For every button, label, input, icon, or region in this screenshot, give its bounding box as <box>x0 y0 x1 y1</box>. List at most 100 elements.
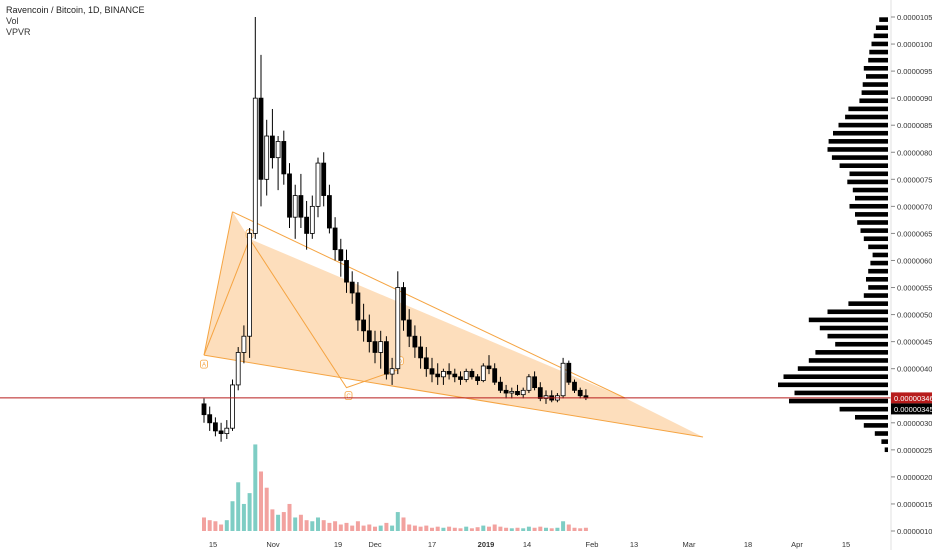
vpvr-bar <box>808 317 888 323</box>
volume-bar <box>390 525 395 531</box>
candle-body <box>281 141 287 175</box>
candle-body <box>201 403 207 416</box>
candle-body <box>349 281 355 294</box>
volume-bar <box>264 487 269 531</box>
volume-bar <box>566 524 571 531</box>
volume-bar <box>213 521 218 531</box>
pattern-point-label: A <box>202 363 206 369</box>
volume-bar <box>498 526 503 531</box>
vpvr-bar <box>884 447 888 453</box>
candle-body <box>235 352 241 386</box>
vpvr-bar <box>852 187 888 193</box>
volume-bar <box>241 503 246 531</box>
last-price-label: 0.00000346 <box>894 394 932 403</box>
candle-body <box>543 395 549 399</box>
last-price-badge <box>891 392 932 404</box>
time-tick-label: 13 <box>630 540 638 549</box>
volume-bar <box>561 521 566 531</box>
volume-bar <box>509 528 514 531</box>
harmonic-pattern: ABCD <box>200 211 704 438</box>
volume-bar <box>469 528 474 531</box>
volume-bar <box>224 520 229 531</box>
time-tick-label: Mar <box>683 540 696 549</box>
time-tick-label: 2019 <box>478 540 495 549</box>
vpvr-bar <box>863 66 888 71</box>
vpvr-bar <box>863 423 888 428</box>
candle-body <box>395 287 401 370</box>
candle-body <box>446 370 452 375</box>
volume-bar <box>333 521 338 531</box>
vpvr-bar <box>835 341 888 347</box>
volume-bar <box>270 509 275 531</box>
volume-bar <box>544 527 548 531</box>
vpvr-bar <box>870 260 888 266</box>
volume-bar <box>452 527 457 531</box>
candle-body <box>315 162 321 207</box>
volume-bar <box>207 520 212 531</box>
volume-bar <box>435 526 440 531</box>
volume-bar <box>219 524 224 531</box>
candle-body <box>560 362 566 397</box>
vpvr-bar <box>857 220 888 225</box>
vpvr-bar <box>831 155 888 160</box>
volume-bar <box>281 512 286 531</box>
secondary-price-badge <box>891 403 932 415</box>
vpvr-bar <box>874 431 888 436</box>
volume-bar <box>316 517 320 531</box>
candle-body <box>298 195 304 218</box>
candle-body <box>366 330 372 343</box>
volume-bar <box>310 521 315 531</box>
candle-body <box>372 341 378 353</box>
volume-bar <box>293 517 298 531</box>
candle-body <box>264 135 270 180</box>
volume-bar <box>538 526 543 531</box>
volume-bar <box>361 525 366 531</box>
vpvr-bar <box>861 90 888 95</box>
volume-legend[interactable]: Vol <box>6 16 19 26</box>
vpvr-bar <box>838 122 888 128</box>
time-tick-label: 15 <box>209 540 217 549</box>
vpvr-bar <box>868 285 888 290</box>
volume-bar <box>355 521 360 531</box>
vpvr-bar <box>881 439 888 444</box>
candles-series <box>201 17 589 442</box>
volume-bar <box>327 522 332 531</box>
time-tick-label: Nov <box>266 540 280 549</box>
volume-bar <box>230 501 235 531</box>
candle-body <box>526 376 532 391</box>
pattern-abcd-line <box>203 237 398 389</box>
volume-bar <box>492 524 497 531</box>
vpvr-bar <box>863 236 888 242</box>
vpvr-bar <box>839 406 888 412</box>
volume-bar <box>395 512 400 531</box>
vpvr-bar <box>797 366 888 371</box>
volume-bar <box>481 525 486 531</box>
candle-body <box>486 365 492 370</box>
vpvr-bar <box>862 82 888 87</box>
volume-bar <box>521 528 526 531</box>
symbol-title[interactable]: Ravencoin / Bitcoin, 1D, BINANCE <box>6 5 145 15</box>
volume-bar <box>515 527 520 531</box>
candle-body <box>207 414 213 424</box>
volume-bar <box>236 482 241 531</box>
vpvr-legend[interactable]: VPVR <box>6 27 31 37</box>
candle-body <box>252 97 258 234</box>
vpvr-bar <box>815 350 888 355</box>
time-tick-label: 14 <box>523 540 531 549</box>
vpvr-bar <box>828 139 888 144</box>
time-tick-label: Apr <box>791 540 803 549</box>
volume-bar <box>298 514 303 531</box>
vpvr-bar <box>866 277 888 282</box>
candle-body <box>247 233 253 337</box>
candle-body <box>423 357 429 370</box>
time-axis[interactable]: 15 Nov 19 Dec 17 2019 14 Feb 13 Mar 18 Apr 15 <box>209 540 850 549</box>
vpvr-bar <box>875 25 888 31</box>
pattern-left-line <box>203 211 233 356</box>
